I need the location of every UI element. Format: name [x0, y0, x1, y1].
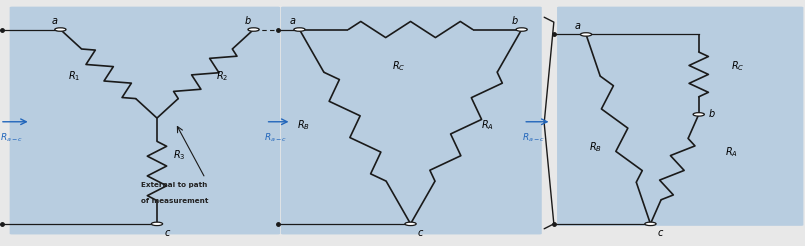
Text: External to path: External to path	[141, 182, 207, 188]
Text: c: c	[418, 228, 423, 238]
Text: $R_B$: $R_B$	[589, 141, 602, 154]
Text: b: b	[708, 109, 715, 119]
Circle shape	[693, 113, 704, 116]
Text: a: a	[290, 16, 296, 26]
Text: c: c	[165, 228, 170, 238]
Text: $R_C$: $R_C$	[731, 60, 745, 73]
Text: c: c	[658, 228, 663, 238]
Text: b: b	[245, 16, 251, 26]
Circle shape	[516, 28, 527, 31]
Text: $R_1$: $R_1$	[68, 69, 81, 83]
Circle shape	[248, 28, 259, 31]
Text: $R_{a-c}$: $R_{a-c}$	[522, 132, 545, 144]
Circle shape	[151, 222, 163, 226]
Text: $R_2$: $R_2$	[216, 69, 228, 83]
Text: of measurement: of measurement	[141, 198, 208, 204]
Text: $R_{a-c}$: $R_{a-c}$	[264, 132, 287, 144]
Circle shape	[294, 28, 305, 31]
Text: $R_B$: $R_B$	[297, 119, 310, 132]
Circle shape	[55, 28, 66, 31]
Text: $R_3$: $R_3$	[173, 148, 186, 162]
Text: a: a	[52, 16, 58, 26]
FancyBboxPatch shape	[10, 7, 280, 234]
Text: b: b	[512, 16, 518, 26]
FancyBboxPatch shape	[281, 7, 542, 234]
Text: $R_A$: $R_A$	[481, 119, 494, 132]
Text: $R_{a-c}$: $R_{a-c}$	[0, 132, 23, 144]
Circle shape	[580, 33, 592, 36]
Circle shape	[405, 222, 416, 226]
Circle shape	[645, 222, 656, 226]
Text: $R_C$: $R_C$	[392, 59, 405, 73]
FancyBboxPatch shape	[557, 7, 803, 226]
Text: $R_A$: $R_A$	[724, 146, 737, 159]
Text: a: a	[575, 21, 581, 31]
